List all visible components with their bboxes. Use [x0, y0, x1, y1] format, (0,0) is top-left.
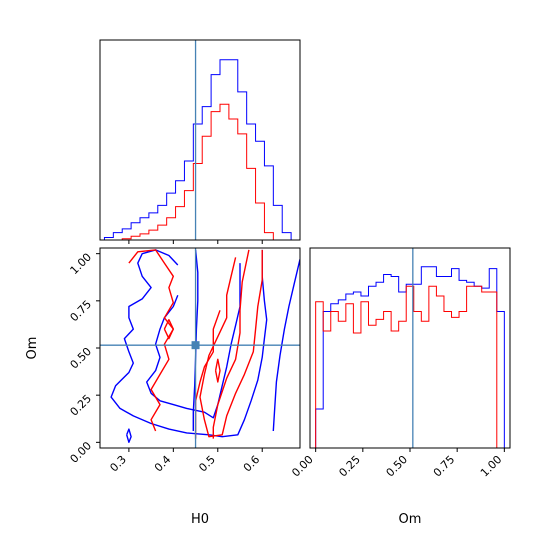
contour-line-series-1 [214, 358, 221, 383]
contour-line-series-1 [128, 249, 175, 432]
contour-line-series-1 [163, 319, 175, 340]
truth-marker [191, 341, 200, 350]
contour-x-tick-label: 0.6 [241, 453, 263, 475]
om-hist-x-tick-label: 0.50 [384, 453, 411, 480]
contour-x-tick-label: 0.3 [107, 453, 129, 475]
om-hist-x-tick-label: 0.25 [336, 453, 363, 480]
contour-line-series-0 [272, 259, 300, 432]
om-hist-x-tick-label: 1.00 [478, 453, 505, 480]
om-hist-x-tick-label: 0.00 [289, 453, 316, 480]
x-axis-label-h0: H0 [191, 512, 209, 527]
h0-histogram-panel [99, 39, 301, 244]
contour-line-series-1 [199, 249, 263, 438]
contour-line-series-0 [126, 428, 132, 443]
contour-y-tick-label: 1.00 [68, 251, 95, 278]
h0-histogram-series-0 [103, 59, 300, 241]
contour-lines [110, 249, 300, 443]
om-histogram-panel: 0.00 0.25 0.50 0.75 1.00 [289, 247, 511, 480]
contour-y-tick-label: 0.75 [68, 298, 95, 325]
h0-histogram-frame [99, 39, 301, 241]
om-hist-x-tick-label: 0.75 [431, 453, 458, 480]
y-axis-label-om: Om [25, 337, 40, 360]
contour-y-tick-label: 0.25 [68, 392, 95, 419]
om-histogram-series-1 [315, 285, 505, 449]
contour-y-tick-label: 0.50 [68, 345, 95, 372]
om-histogram-frame [309, 247, 511, 449]
h0-histogram-series-1 [104, 103, 300, 241]
x-axis-label-om: Om [399, 512, 422, 527]
contour-line-series-0 [145, 263, 241, 419]
contour-panel-frame [99, 247, 301, 449]
contour-x-tick-label: 0.4 [152, 453, 174, 475]
contour-line-series-0 [110, 249, 268, 438]
contour-line-series-1 [212, 249, 250, 439]
contour-y-tick-label: 0.00 [68, 439, 95, 466]
h0-om-contour-panel: 0.3 0.4 0.5 0.6 0.00 0.25 0.50 0.75 1.00 [68, 247, 301, 475]
contour-x-tick-label: 0.5 [196, 453, 218, 475]
om-histogram-series-0 [315, 266, 505, 448]
